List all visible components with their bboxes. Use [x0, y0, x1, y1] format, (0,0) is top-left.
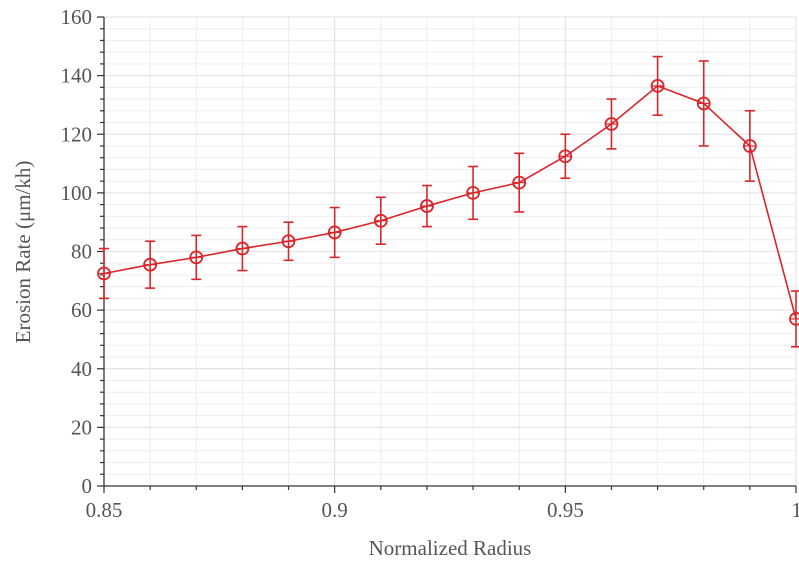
y-tick-label: 40 — [71, 357, 92, 381]
x-tick-label: 0.95 — [547, 498, 584, 522]
axes — [97, 16, 797, 493]
y-tick-label: 20 — [71, 415, 92, 439]
x-axis-title: Normalized Radius — [369, 536, 532, 560]
x-tick-label: 0.85 — [86, 498, 123, 522]
y-tick-label: 60 — [71, 298, 92, 322]
y-tick-label: 0 — [82, 474, 93, 498]
x-tick-label: 1 — [792, 498, 799, 522]
y-tick-label: 100 — [61, 181, 93, 205]
y-tick-label: 120 — [61, 122, 93, 146]
y-axis-title: Erosion Rate (μm/kh) — [11, 161, 35, 344]
grid — [103, 16, 797, 487]
y-tick-label: 80 — [71, 240, 92, 264]
x-tick-label: 0.9 — [322, 498, 348, 522]
y-tick-label: 160 — [61, 5, 93, 29]
y-tick-label: 140 — [61, 64, 93, 88]
tick-labels: 0 20 40 60 80 100 120 140 160 0.85 0.9 0.95 1 — [61, 5, 799, 522]
data-series — [97, 55, 799, 348]
series-line — [103, 84, 797, 320]
